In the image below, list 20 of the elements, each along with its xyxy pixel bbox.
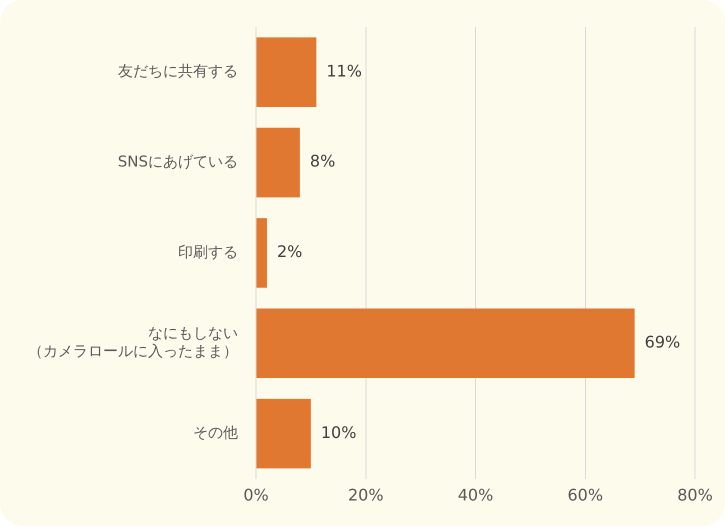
y-tick-label: なにもしない（カメラロールに入ったまま） — [28, 324, 238, 360]
x-tick-label: 20% — [348, 486, 384, 505]
data-label: 2% — [276, 242, 302, 262]
x-tick-label: 80% — [677, 486, 713, 505]
bar — [256, 308, 635, 378]
x-tick-label: 40% — [458, 486, 494, 505]
y-tick-label: 友だちに共有する — [118, 62, 238, 80]
data-label: 69% — [644, 332, 680, 352]
bar — [256, 37, 316, 107]
x-tick-label: 60% — [567, 486, 604, 505]
y-tick-label: その他 — [193, 424, 238, 442]
data-label: 11% — [326, 61, 362, 80]
y-tick-label: 印刷する — [178, 242, 238, 261]
bar — [256, 218, 267, 288]
x-tick-label: 0% — [243, 486, 269, 505]
bar — [256, 398, 311, 468]
data-label: 8% — [310, 152, 336, 171]
bar — [256, 128, 300, 198]
y-tick-label: SNSにあげている — [118, 152, 238, 170]
data-label: 10% — [320, 422, 356, 442]
